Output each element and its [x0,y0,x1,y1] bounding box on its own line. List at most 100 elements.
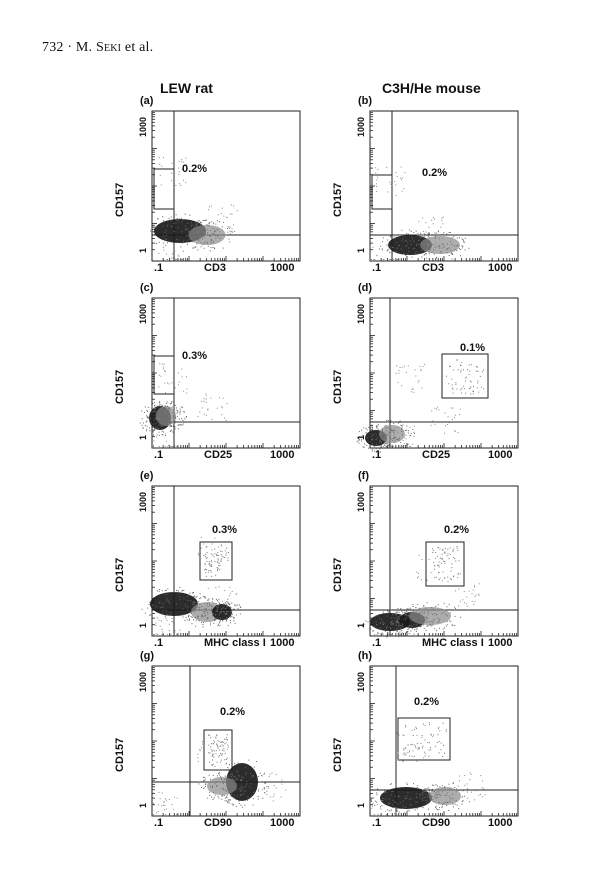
event-dot [159,401,161,403]
gate-box [371,174,393,210]
event-dot [413,391,415,393]
event-dot [170,422,172,424]
event-dot [435,797,437,799]
event-dot [438,561,440,563]
event-dot [226,734,228,736]
event-dot [156,243,158,245]
event-dot [178,259,180,260]
event-dot [142,422,144,424]
event-dot [224,613,226,615]
event-dot [173,620,175,622]
event-dot [465,376,467,378]
event-dot [168,407,170,409]
event-dot [439,557,441,559]
event-dot [146,415,148,417]
event-dot [158,374,160,376]
event-dot [442,722,444,724]
event-dot [400,442,402,444]
event-dot [440,558,442,560]
event-dot [383,433,385,435]
event-dot [207,245,209,247]
event-dot [438,627,440,629]
event-dot [398,439,400,441]
event-dot [415,726,417,728]
event-dot [373,259,375,260]
event-dot [230,204,232,206]
cell-population-cluster [150,592,198,616]
event-dot [226,216,228,218]
event-dot [408,628,410,630]
event-dot [386,631,388,633]
event-dot [412,606,414,608]
event-dot [176,589,178,591]
event-dot [401,428,403,430]
event-dot [393,617,395,619]
dot-plot-panel: (f) 0.2% MHC class I .1 1000 CD157 1000 1 [330,470,530,649]
event-dot [234,622,236,624]
event-dot [178,381,180,383]
event-dot [161,165,163,167]
event-dot [196,225,198,227]
event-dot [401,760,403,762]
event-dot [226,797,228,799]
event-dot [402,424,404,426]
event-dot [147,410,149,412]
event-dot [226,611,228,613]
event-dot [420,625,422,627]
dot-plot-canvas [150,110,301,262]
event-dot [374,450,376,452]
event-dot [381,421,383,423]
event-dot [401,630,403,632]
x-tick-label-low: .1 [154,262,164,274]
event-dot [458,248,460,250]
event-dot [383,445,385,447]
event-dot [428,226,430,228]
event-dot [152,426,154,428]
event-dot [242,788,244,790]
event-dot [438,566,440,568]
column-title-right: C3H/He mouse [382,80,481,96]
event-dot [193,592,195,594]
event-dot [382,623,384,625]
event-dot [466,797,468,799]
event-dot [463,388,465,390]
event-dot [407,615,409,617]
event-dot [395,614,397,616]
event-dot [200,222,202,224]
event-dot [472,386,474,388]
event-dot [207,225,209,227]
event-dot [450,249,452,251]
event-dot [166,234,168,236]
event-dot [206,561,208,563]
event-dot [205,393,207,395]
event-dot [384,425,386,427]
event-dot [398,616,400,618]
event-dot [185,157,187,159]
event-dot [189,611,191,613]
event-dot [235,778,237,780]
event-dot [421,806,423,808]
event-dot [223,610,225,612]
event-dot [457,785,459,787]
event-dot [163,809,165,811]
event-dot [169,612,171,614]
event-dot [478,794,480,796]
event-dot [236,770,238,772]
author-suffix: et al. [121,40,154,55]
event-dot [473,603,475,605]
event-dot [227,226,229,228]
event-dot [431,796,433,798]
event-dot [222,794,224,796]
event-dot [226,227,228,229]
event-dot [416,728,418,730]
event-dot [175,259,177,260]
event-dot [446,233,448,235]
event-dot [418,554,420,556]
event-dot [476,790,478,792]
event-dot [376,443,378,445]
dot-plot-panel: (e) 0.3% MHC class I .1 1000 CD157 1000 1 [112,470,312,649]
event-dot [398,623,400,625]
event-dot [373,814,375,815]
event-dot [260,781,262,783]
event-dot [264,787,266,789]
